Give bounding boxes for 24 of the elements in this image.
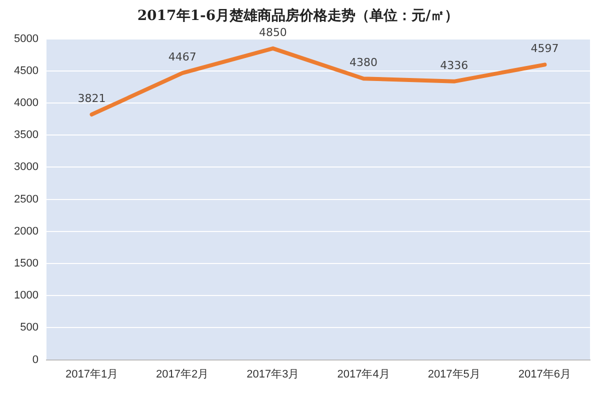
y-tick-label: 4500 <box>14 64 38 77</box>
y-tick-label: 3000 <box>14 161 38 174</box>
y-tick-label: 2500 <box>14 193 38 206</box>
y-tick-label: 3500 <box>14 129 38 142</box>
data-label: 4380 <box>350 56 378 69</box>
x-tick-label: 2017年1月 <box>65 368 118 380</box>
y-tick-label: 4000 <box>14 97 38 110</box>
data-label: 3821 <box>78 92 106 105</box>
x-tick-label: 2017年3月 <box>246 368 300 380</box>
data-label: 4467 <box>168 50 196 64</box>
y-tick-label: 500 <box>20 322 38 334</box>
x-tick-label: 2017年2月 <box>156 368 209 380</box>
x-tick-label: 2017年4月 <box>337 368 390 380</box>
y-tick-label: 1500 <box>14 258 38 270</box>
data-label: 4336 <box>440 58 468 72</box>
y-tick-label: 0 <box>32 354 38 366</box>
y-tick-label: 1000 <box>14 290 38 302</box>
y-tick-label: 5000 <box>14 32 38 45</box>
x-tick-label: 2017年6月 <box>518 368 572 380</box>
x-tick-label: 2017年5月 <box>428 368 480 380</box>
data-label: 4850 <box>258 26 287 39</box>
chart-title: 2017年1-6月楚雄商品房价格走势（单位：元/㎡） <box>137 7 459 24</box>
y-tick-label: 2000 <box>14 225 38 238</box>
data-label: 4597 <box>530 42 559 56</box>
